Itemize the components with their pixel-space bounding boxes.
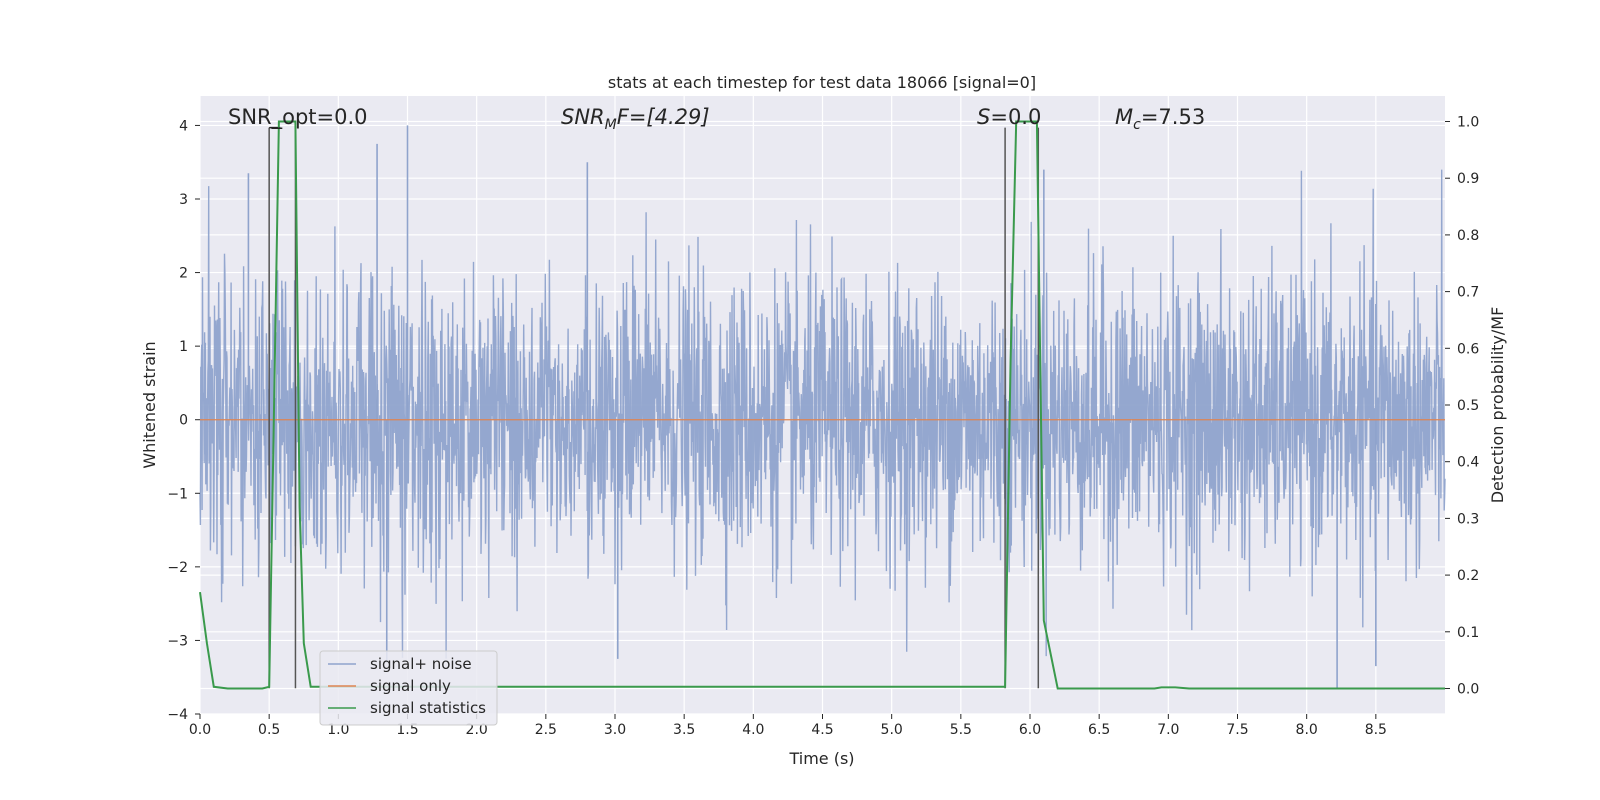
right-y-tick-label: 1.0 bbox=[1457, 115, 1479, 131]
x-tick-label: 5.5 bbox=[950, 722, 972, 738]
x-tick-label: 8.5 bbox=[1365, 722, 1387, 738]
right-y-tick-label: 0.8 bbox=[1457, 228, 1479, 244]
legend-label-signal-statistics: signal statistics bbox=[370, 699, 486, 717]
x-tick-label: 3.0 bbox=[604, 722, 626, 738]
right-y-tick-label: 0.2 bbox=[1457, 568, 1479, 584]
vertical-markers bbox=[268, 126, 1040, 689]
y-tick-label: −2 bbox=[167, 560, 188, 576]
right-y-ticks: 1.0 0.9 0.8 0.7 0.6 0.5 0.4 0.3 0.2 0.1 0.0 bbox=[1445, 115, 1479, 697]
right-y-tick-label: 0.5 bbox=[1457, 398, 1479, 414]
right-y-axis-label: Detection probability/MF bbox=[1488, 307, 1507, 504]
legend-label-signal-only: signal only bbox=[370, 677, 451, 695]
x-tick-label: 2.0 bbox=[466, 722, 488, 738]
y-tick-label: −1 bbox=[167, 486, 188, 502]
x-tick-label: 2.5 bbox=[535, 722, 557, 738]
x-tick-label: 1.0 bbox=[327, 722, 349, 738]
x-ticks: 0.0 0.5 1.0 1.5 2.0 2.5 3.0 3.5 4.0 4.5 5.0 5.5 6.0 6… bbox=[189, 714, 1387, 738]
right-y-tick-label: 0.0 bbox=[1457, 681, 1479, 697]
signal-noise-line bbox=[199, 169, 1446, 659]
x-tick-label: 1.5 bbox=[396, 722, 418, 738]
x-tick-label: 7.5 bbox=[1226, 722, 1248, 738]
y-tick-label: 0 bbox=[179, 413, 188, 429]
x-tick-label: 7.0 bbox=[1157, 722, 1179, 738]
y-tick-label: 4 bbox=[179, 118, 188, 134]
legend: signal+ noise signal only signal statist… bbox=[319, 650, 498, 726]
y-tick-label: 1 bbox=[179, 339, 188, 355]
chart-title: stats at each timestep for test data 180… bbox=[608, 73, 1036, 92]
x-tick-label: 0.5 bbox=[258, 722, 280, 738]
annotation-mc: Mc=7.53 bbox=[1115, 105, 1205, 133]
x-tick-label: 4.5 bbox=[811, 722, 833, 738]
y-tick-label: 3 bbox=[179, 192, 188, 208]
x-tick-label: 4.0 bbox=[742, 722, 764, 738]
x-axis-label: Time (s) bbox=[788, 749, 854, 768]
x-tick-label: 6.5 bbox=[1088, 722, 1110, 738]
legend-label-signal-noise: signal+ noise bbox=[370, 655, 472, 673]
right-y-tick-label: 0.9 bbox=[1457, 171, 1479, 187]
right-y-tick-label: 0.3 bbox=[1457, 511, 1479, 527]
right-y-tick-label: 0.7 bbox=[1457, 285, 1479, 301]
x-tick-label: 5.0 bbox=[881, 722, 903, 738]
y-tick-label: 2 bbox=[179, 266, 188, 282]
x-tick-label: 3.5 bbox=[673, 722, 695, 738]
y-tick-label: −3 bbox=[167, 633, 188, 649]
y-ticks: 4 3 2 1 0 −1 −2 −3 −4 bbox=[167, 118, 200, 723]
y-axis-label: Whitened strain bbox=[140, 341, 159, 468]
x-tick-label: 6.0 bbox=[1019, 722, 1041, 738]
x-tick-label: 0.0 bbox=[189, 722, 211, 738]
right-y-tick-label: 0.6 bbox=[1457, 341, 1479, 357]
legend-box bbox=[319, 650, 498, 726]
annotation-snr-mf: SNRMF=[4.29] bbox=[561, 105, 710, 133]
signal-noise-series bbox=[199, 125, 1446, 689]
right-y-tick-label: 0.4 bbox=[1457, 455, 1479, 471]
signal-statistics-line bbox=[199, 120, 1445, 690]
annotation-snr-opt: SNR_opt=0.0 bbox=[228, 105, 368, 130]
annotation-s: S=0.0 bbox=[977, 105, 1041, 129]
x-tick-label: 8.0 bbox=[1296, 722, 1318, 738]
right-y-tick-label: 0.1 bbox=[1457, 625, 1479, 641]
y-tick-label: −4 bbox=[167, 707, 188, 723]
